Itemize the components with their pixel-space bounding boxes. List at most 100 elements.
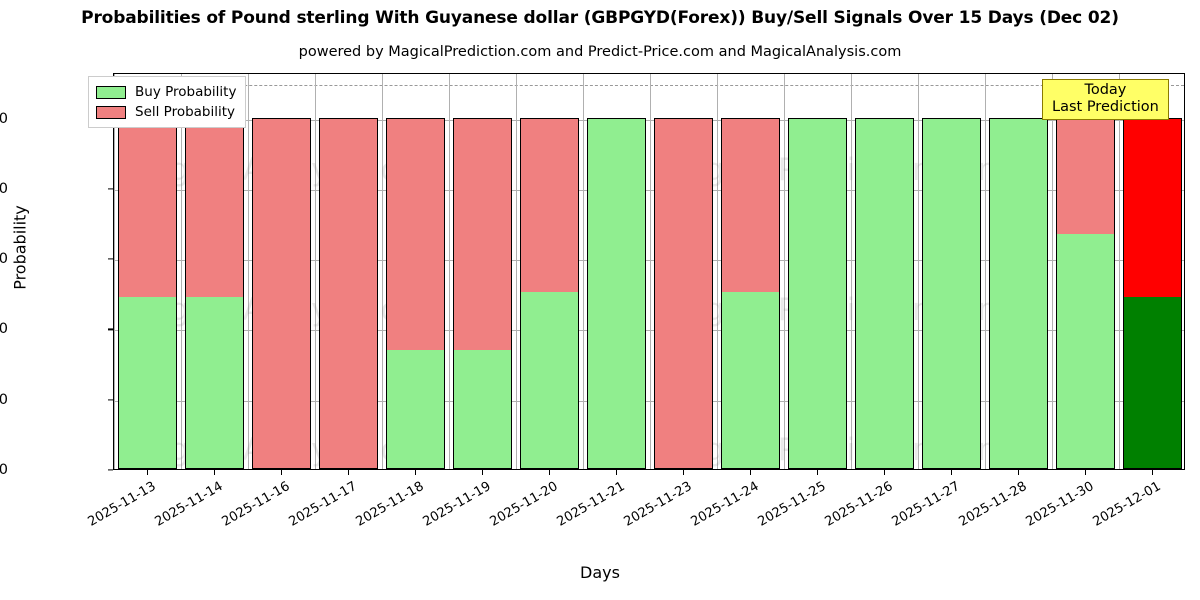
gridline-x-1 xyxy=(181,74,182,469)
chart-legend: Buy Probability Sell Probability xyxy=(88,76,247,128)
gridline-x-6 xyxy=(516,74,517,469)
legend-swatch-sell xyxy=(96,105,126,119)
today-annotation-line2: Last Prediction xyxy=(1052,99,1159,116)
chart-title: Probabilities of Pound sterling With Guy… xyxy=(81,8,1119,28)
y-tick-label-40: 40 xyxy=(0,321,8,338)
legend-item-buy: Buy Probability xyxy=(96,82,236,102)
bar-segment-buy xyxy=(989,117,1048,469)
gridline-x-0 xyxy=(114,74,115,469)
bar-segment-sell xyxy=(319,117,378,469)
bar-segment-sell xyxy=(1056,117,1115,234)
x-tick-mark-10 xyxy=(816,470,818,475)
x-tick-label-2025-11-13: 2025-11-13 xyxy=(85,479,158,530)
bar-2025-11-19[interactable] xyxy=(453,117,512,469)
bar-segment-buy xyxy=(520,291,579,469)
bar-2025-11-20[interactable] xyxy=(520,117,579,469)
gridline-x-5 xyxy=(449,74,450,469)
bar-segment-sell xyxy=(386,117,445,350)
gridline-x-9 xyxy=(717,74,718,469)
bar-segment-buy xyxy=(118,296,177,469)
reference-dashed-line xyxy=(114,84,1184,86)
bar-segment-buy xyxy=(788,117,847,469)
bar-segment-buy xyxy=(185,296,244,469)
bar-2025-11-13[interactable] xyxy=(118,117,177,469)
bar-2025-11-18[interactable] xyxy=(386,117,445,469)
legend-item-sell: Sell Probability xyxy=(96,102,236,122)
bar-2025-11-28[interactable] xyxy=(989,117,1048,469)
x-tick-label-2025-11-20: 2025-11-20 xyxy=(487,479,560,530)
x-tick-mark-3 xyxy=(347,470,349,475)
y-tick-mark-20 xyxy=(108,399,113,401)
bar-segment-sell xyxy=(118,117,177,297)
y-tick-label-20: 20 xyxy=(0,391,8,408)
x-tick-label-2025-11-27: 2025-11-27 xyxy=(889,479,962,530)
bar-segment-sell xyxy=(252,117,311,469)
x-tick-label-2025-11-18: 2025-11-18 xyxy=(353,479,426,530)
gridline-x-7 xyxy=(583,74,584,469)
bar-2025-11-17[interactable] xyxy=(319,117,378,469)
plot-area: MagicalAnalysis.comMagicalPrediction.com… xyxy=(113,73,1185,470)
x-tick-mark-14 xyxy=(1084,470,1086,475)
y-tick-mark-40 xyxy=(108,328,113,331)
bar-segment-buy xyxy=(453,349,512,469)
gridline-x-3 xyxy=(315,74,316,469)
x-tick-label-2025-11-19: 2025-11-19 xyxy=(420,479,493,530)
bar-2025-11-26[interactable] xyxy=(855,117,914,469)
today-annotation-line1: Today xyxy=(1084,82,1127,98)
bar-2025-11-14[interactable] xyxy=(185,117,244,469)
bar-2025-11-27[interactable] xyxy=(922,117,981,469)
x-tick-mark-2 xyxy=(280,470,282,475)
x-tick-mark-15 xyxy=(1151,470,1153,475)
legend-label-sell: Sell Probability xyxy=(135,104,236,120)
y-tick-label-60: 60 xyxy=(0,251,8,268)
bar-2025-11-30[interactable] xyxy=(1056,117,1115,469)
bar-segment-buy xyxy=(386,349,445,469)
bar-segment-buy xyxy=(1123,296,1182,469)
y-tick-mark-0 xyxy=(108,469,113,471)
x-tick-label-2025-11-21: 2025-11-21 xyxy=(554,479,627,530)
x-tick-label-2025-11-16: 2025-11-16 xyxy=(219,479,292,530)
today-annotation: Today Last Prediction xyxy=(1042,79,1169,121)
gridline-x-2 xyxy=(248,74,249,469)
legend-label-buy: Buy Probability xyxy=(135,84,237,100)
x-tick-mark-11 xyxy=(883,470,885,475)
bar-segment-buy xyxy=(922,117,981,469)
bar-2025-11-23[interactable] xyxy=(654,117,713,469)
x-axis-label: Days xyxy=(580,563,620,582)
y-tick-mark-60 xyxy=(108,258,113,260)
chart-subtitle: powered by MagicalPrediction.com and Pre… xyxy=(298,44,902,60)
bar-2025-11-16[interactable] xyxy=(252,117,311,469)
bar-segment-sell xyxy=(520,117,579,292)
gridline-x-13 xyxy=(985,74,986,469)
gridline-x-10 xyxy=(784,74,785,469)
bar-segment-sell xyxy=(185,117,244,297)
x-tick-mark-0 xyxy=(146,470,148,475)
bar-segment-sell xyxy=(453,117,512,350)
y-tick-label-100: 100 xyxy=(0,110,8,127)
gridline-x-8 xyxy=(650,74,651,469)
bar-2025-12-01[interactable] xyxy=(1123,117,1182,469)
x-tick-mark-9 xyxy=(749,470,751,475)
x-tick-label-2025-11-30: 2025-11-30 xyxy=(1023,479,1096,530)
bar-segment-buy xyxy=(721,291,780,469)
gridline-y-60 xyxy=(114,260,1184,262)
x-tick-mark-13 xyxy=(1017,470,1019,475)
gridline-x-15 xyxy=(1119,74,1120,469)
x-tick-label-2025-12-01: 2025-12-01 xyxy=(1090,479,1163,530)
x-tick-label-2025-11-17: 2025-11-17 xyxy=(286,479,359,530)
gridline-x-12 xyxy=(918,74,919,469)
gridline-x-4 xyxy=(382,74,383,469)
bar-segment-buy xyxy=(587,117,646,469)
gridline-y-80 xyxy=(114,189,1184,191)
bar-2025-11-25[interactable] xyxy=(788,117,847,469)
x-tick-label-2025-11-25: 2025-11-25 xyxy=(755,479,828,530)
x-tick-mark-6 xyxy=(548,470,550,475)
bar-segment-buy xyxy=(1056,233,1115,469)
x-tick-mark-1 xyxy=(213,470,215,475)
bar-2025-11-21[interactable] xyxy=(587,117,646,469)
bar-segment-sell xyxy=(654,117,713,469)
bar-2025-11-24[interactable] xyxy=(721,117,780,469)
x-tick-label-2025-11-14: 2025-11-14 xyxy=(152,479,225,530)
x-tick-mark-7 xyxy=(615,470,617,475)
